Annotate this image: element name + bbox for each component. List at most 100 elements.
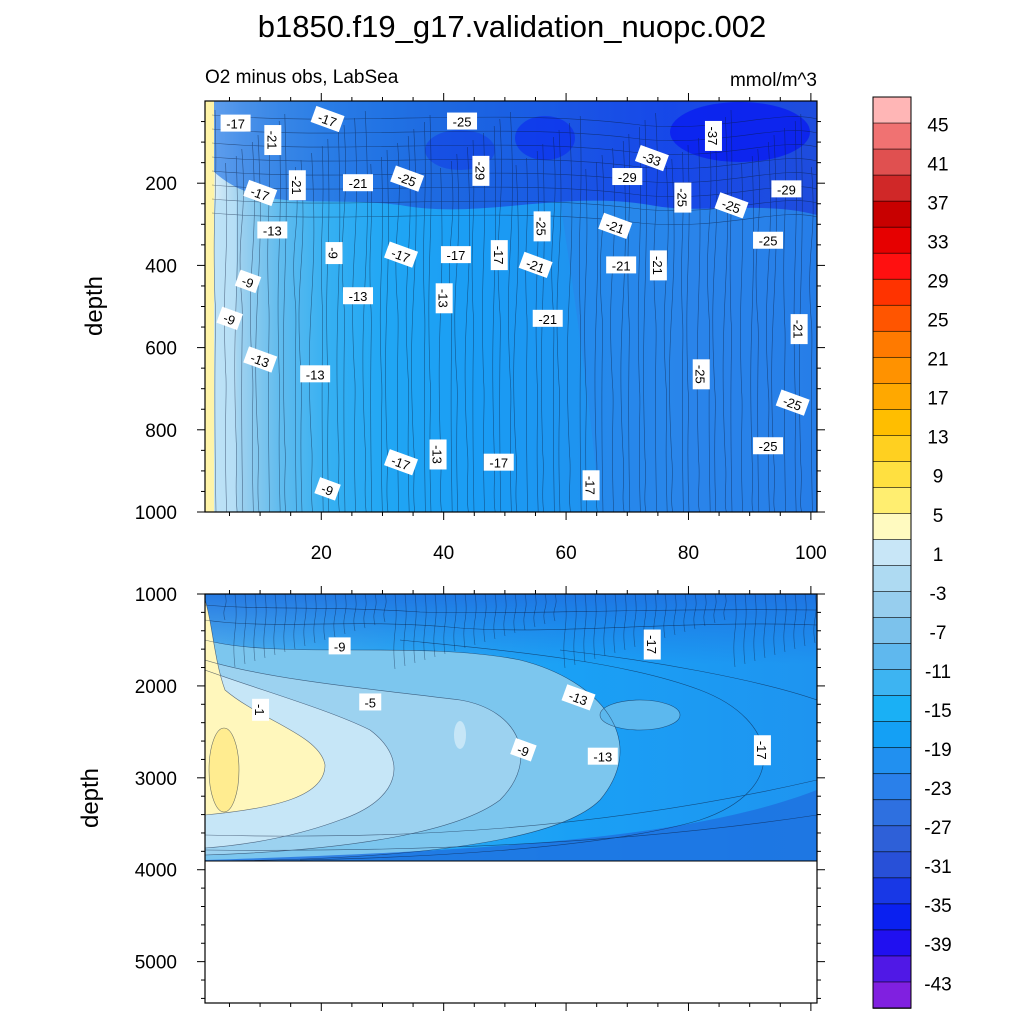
lower-contour-label: -13 bbox=[561, 684, 596, 711]
upper-contour-label: -21 bbox=[606, 256, 637, 274]
svg-text:-5: -5 bbox=[364, 695, 376, 710]
svg-text:-9: -9 bbox=[240, 273, 256, 291]
svg-text:-13: -13 bbox=[436, 289, 451, 308]
colorbar-label: -11 bbox=[925, 662, 951, 683]
colorbar-swatch bbox=[872, 356, 912, 385]
svg-text:-17: -17 bbox=[644, 635, 659, 654]
upper-contour-label: -29 bbox=[771, 180, 802, 198]
upper-contour-label: -9 bbox=[325, 242, 343, 265]
lower-contour-label: -5 bbox=[359, 693, 382, 711]
colorbar-label: -39 bbox=[924, 935, 951, 956]
chart-subtitle-left: O2 minus obs, LabSea bbox=[205, 67, 399, 88]
colorbar-swatch bbox=[872, 174, 912, 202]
upper-contour-labels: -17-21-17 -25-37-33-29-29-25-21-21-17-13-… bbox=[216, 105, 810, 501]
colorbar-swatch bbox=[872, 278, 912, 307]
colorbar-swatch bbox=[872, 304, 912, 333]
lower-contour-fill bbox=[205, 594, 817, 861]
colorbar-swatch bbox=[872, 929, 912, 957]
svg-text:-17: -17 bbox=[447, 248, 466, 263]
upper-contour-label: -9 bbox=[314, 477, 341, 501]
lower-contour-label: -13 bbox=[587, 747, 618, 765]
upper-contour-label: -25 bbox=[714, 192, 749, 219]
upper-x-tick-label: 60 bbox=[556, 543, 577, 564]
svg-text:-25: -25 bbox=[720, 196, 743, 217]
colorbar-label: 21 bbox=[927, 350, 948, 371]
upper-contour-label: -21 bbox=[518, 251, 553, 279]
svg-text:-9: -9 bbox=[334, 639, 346, 654]
colorbar-swatch bbox=[872, 148, 912, 176]
colorbar-label: -27 bbox=[924, 818, 951, 839]
upper-contour-label: -25 bbox=[753, 437, 784, 455]
upper-x-tick-label: 100 bbox=[795, 543, 827, 564]
upper-contour-label: -33 bbox=[634, 144, 669, 172]
colorbar-label: 9 bbox=[933, 467, 944, 488]
svg-text:-9: -9 bbox=[515, 742, 531, 760]
colorbar-label: -43 bbox=[924, 974, 951, 995]
lower-y-tick-label: 5000 bbox=[135, 953, 177, 974]
upper-contour-label: -25 bbox=[692, 359, 710, 390]
svg-text:-13: -13 bbox=[249, 350, 272, 371]
svg-text:-25: -25 bbox=[395, 169, 418, 190]
svg-text:-17: -17 bbox=[389, 453, 412, 474]
upper-contour-label: -13 bbox=[343, 287, 373, 305]
svg-text:-17: -17 bbox=[583, 476, 598, 495]
upper-contour-label: -21 bbox=[532, 309, 563, 327]
svg-text:-21: -21 bbox=[349, 176, 368, 191]
colorbar-swatch bbox=[872, 669, 912, 697]
colorbar-swatch bbox=[872, 226, 912, 254]
upper-contour-label: -29 bbox=[472, 155, 490, 186]
colorbar-label: 17 bbox=[927, 389, 948, 410]
lower-panel: -9 -17 -13 -5 -1 -9 -13 -17 1000 2000 3000 4000 500… bbox=[77, 585, 825, 1011]
svg-text:-21: -21 bbox=[603, 217, 626, 238]
svg-text:-17: -17 bbox=[249, 184, 272, 205]
colorbar-swatch bbox=[872, 877, 912, 905]
upper-contour-label: -13 bbox=[300, 365, 331, 383]
colorbar-swatch bbox=[872, 591, 912, 619]
colorbar-swatch bbox=[872, 799, 912, 827]
colorbar-label: -15 bbox=[924, 701, 951, 722]
lower-contour-label: -9 bbox=[510, 738, 537, 762]
upper-contour-label: -25 bbox=[775, 389, 810, 416]
colorbar-label: -7 bbox=[930, 623, 947, 644]
svg-text:-29: -29 bbox=[618, 170, 637, 185]
svg-text:-9: -9 bbox=[326, 247, 341, 259]
colorbar-swatch bbox=[872, 903, 912, 931]
colorbar-swatch bbox=[872, 851, 912, 879]
svg-text:-21: -21 bbox=[289, 176, 304, 195]
upper-contour-label: -25 bbox=[390, 165, 425, 192]
upper-contour-label: -29 bbox=[612, 168, 643, 186]
upper-y-tick-label: 800 bbox=[145, 421, 177, 442]
colorbar-swatch bbox=[872, 409, 912, 437]
upper-contour-label: -17 bbox=[483, 453, 514, 471]
colorbar-swatch bbox=[872, 617, 912, 645]
upper-contour-label: -21 bbox=[598, 212, 633, 240]
svg-text:-29: -29 bbox=[472, 161, 487, 180]
svg-text:-37: -37 bbox=[705, 127, 720, 146]
upper-y-tick-label: 1000 bbox=[135, 503, 177, 524]
svg-text:-1: -1 bbox=[252, 704, 267, 716]
colorbar-label: 25 bbox=[927, 311, 948, 332]
svg-text:-17: -17 bbox=[316, 110, 339, 131]
chart-units: mmol/m^3 bbox=[730, 70, 817, 91]
lower-contour-labels: -9 -17 -13 -5 -1 -9 -13 -17 bbox=[252, 629, 771, 766]
upper-contour-label: -17 bbox=[384, 449, 419, 476]
upper-y-tick-label: 400 bbox=[145, 256, 177, 277]
lower-contour-label: -9 bbox=[328, 637, 351, 655]
colorbar-label: -23 bbox=[924, 779, 951, 800]
upper-contour-label: -17 bbox=[490, 240, 508, 271]
svg-text:-9: -9 bbox=[319, 481, 335, 499]
svg-text:-13: -13 bbox=[306, 367, 325, 382]
svg-text:-13: -13 bbox=[430, 445, 445, 464]
lower-contour-label: -17 bbox=[753, 735, 771, 766]
lower-y-tick-label: 1000 bbox=[135, 585, 177, 606]
upper-contour-label: -25 bbox=[753, 231, 784, 249]
colorbar: 45 41 37 33 29 25 21 17 13 9 5 1 -3 -7 -11 -15 -19 -23 -27… bbox=[872, 96, 952, 1009]
upper-contour-label: -17 bbox=[310, 105, 345, 133]
svg-text:-25: -25 bbox=[674, 188, 689, 207]
colorbar-swatch bbox=[872, 96, 912, 124]
svg-text:-13: -13 bbox=[593, 750, 612, 765]
upper-contour-label: -13 bbox=[429, 439, 447, 470]
upper-contour-label: -21 bbox=[343, 174, 373, 192]
svg-text:-21: -21 bbox=[264, 131, 279, 150]
upper-panel: -17-21-17 -25-37-33-29-29-25-21-21-17-13-… bbox=[81, 93, 827, 564]
